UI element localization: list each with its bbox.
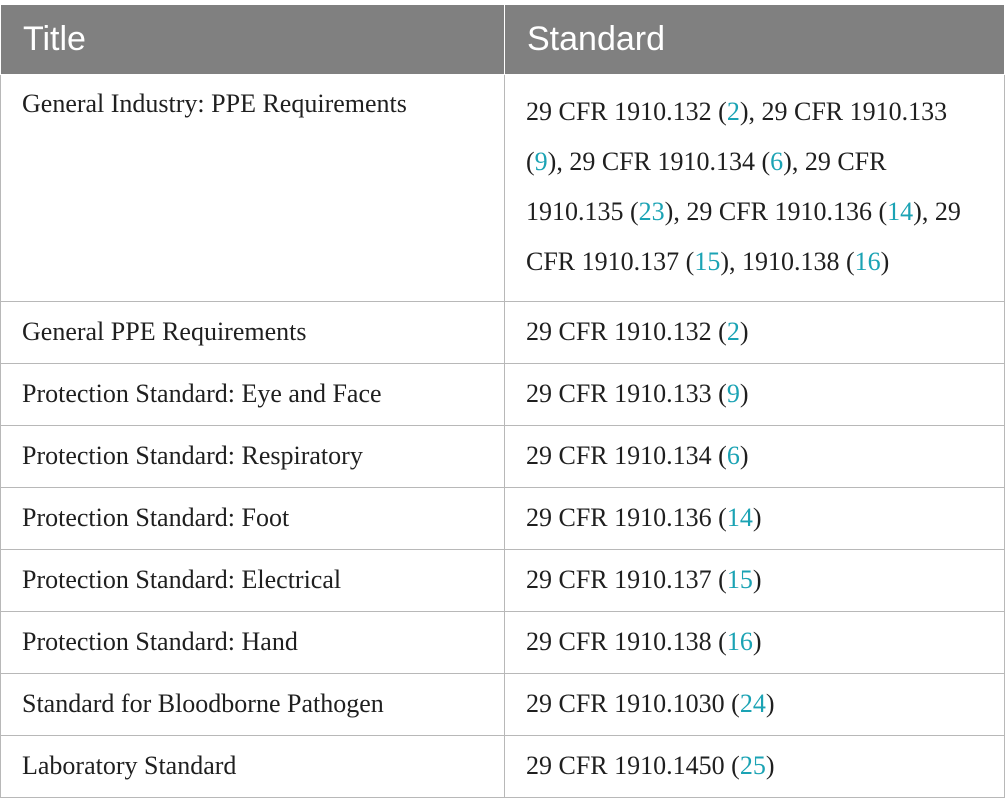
citation-text: 29 CFR 1910.132 [526,317,712,346]
reference-link[interactable]: 14 [726,503,753,532]
title-cell: Protection Standard: Electrical [0,549,505,612]
table-row: Protection Standard: Eye and Face 29 CFR … [0,363,1005,426]
table-header: Title Standard [0,4,1005,75]
table-row: General PPE Requirements 29 CFR 1910.132 … [0,301,1005,364]
citation-text: 29 CFR 1910.136 [686,197,872,226]
citation-text: 29 CFR 1910.133 [761,97,948,126]
table-row: Protection Standard: Respiratory 29 CFR 1… [0,425,1005,488]
table-row: Protection Standard: Hand 29 CFR 1910.138… [0,611,1005,674]
reference-link[interactable]: 9 [534,147,548,176]
standard-cell: 29 CFR 1910.137 (15) [504,549,1005,612]
title-cell: Protection Standard: Foot [0,487,505,550]
citation-text: 29 CFR 1910.136 [526,503,712,532]
citation-text: 29 CFR 1910.134 [526,441,712,470]
table-row: General Industry: PPE Requirements 29 CFR… [0,74,1005,302]
citation-text: 29 CFR 1910.138 [526,627,712,656]
title-cell: Standard for Bloodborne Pathogen [0,673,505,736]
reference-link[interactable]: 23 [638,197,665,226]
reference-link[interactable]: 25 [739,751,766,780]
header-row: Title Standard [0,4,1005,75]
reference-link[interactable]: 6 [770,147,784,176]
reference-link[interactable]: 15 [694,247,721,276]
table-row: Laboratory Standard 29 CFR 1910.1450 (25) [0,735,1005,798]
reference-link[interactable]: 16 [726,627,753,656]
reference-link[interactable]: 24 [739,689,766,718]
table-row: Protection Standard: Electrical 29 CFR 19… [0,549,1005,612]
citation-text: 29 CFR 1910.133 [526,379,712,408]
reference-link[interactable]: 9 [726,379,740,408]
table-row: Standard for Bloodborne Pathogen 29 CFR 1… [0,673,1005,736]
reference-link[interactable]: 15 [726,565,753,594]
citation-text: 29 CFR 1910.132 [526,97,712,126]
citation-text: 29 CFR 1910.134 [569,147,755,176]
citation-text: 29 CFR 1910.1030 [526,689,725,718]
citation-text: 29 CFR 1910.1450 [526,751,725,780]
citation-text: 29 CFR 1910.137 [526,565,712,594]
standard-cell: 29 CFR 1910.133 (9) [504,363,1005,426]
standard-cell: 29 CFR 1910.134 (6) [504,425,1005,488]
table-body: General Industry: PPE Requirements 29 CFR… [0,74,1005,798]
citation-text: 29 CFR 1910.137 [526,197,961,276]
standard-cell: 29 CFR 1910.1450 (25) [504,735,1005,798]
title-cell: Protection Standard: Hand [0,611,505,674]
title-cell: Laboratory Standard [0,735,505,798]
citation-text: 29 CFR 1910.135 [526,147,887,226]
standard-cell: 29 CFR 1910.136 (14) [504,487,1005,550]
title-cell: Protection Standard: Respiratory [0,425,505,488]
reference-link[interactable]: 16 [854,247,881,276]
reference-link[interactable]: 6 [726,441,740,470]
standard-cell: 29 CFR 1910.132 (2), 29 CFR 1910.133 (9)… [504,74,1005,302]
title-cell: Protection Standard: Eye and Face [0,363,505,426]
column-header-standard: Standard [504,4,1005,75]
column-header-title: Title [0,4,505,75]
title-cell: General Industry: PPE Requirements [0,74,505,302]
standards-table: Title Standard General Industry: PPE Req… [0,4,1005,798]
standard-cell: 29 CFR 1910.138 (16) [504,611,1005,674]
standard-cell: 29 CFR 1910.132 (2) [504,301,1005,364]
standard-cell: 29 CFR 1910.1030 (24) [504,673,1005,736]
reference-link[interactable]: 2 [726,317,740,346]
table-row: Protection Standard: Foot 29 CFR 1910.136… [0,487,1005,550]
reference-link[interactable]: 14 [887,197,914,226]
reference-link[interactable]: 2 [726,97,740,126]
title-cell: General PPE Requirements [0,301,505,364]
citation-text: 1910.138 [742,247,840,276]
